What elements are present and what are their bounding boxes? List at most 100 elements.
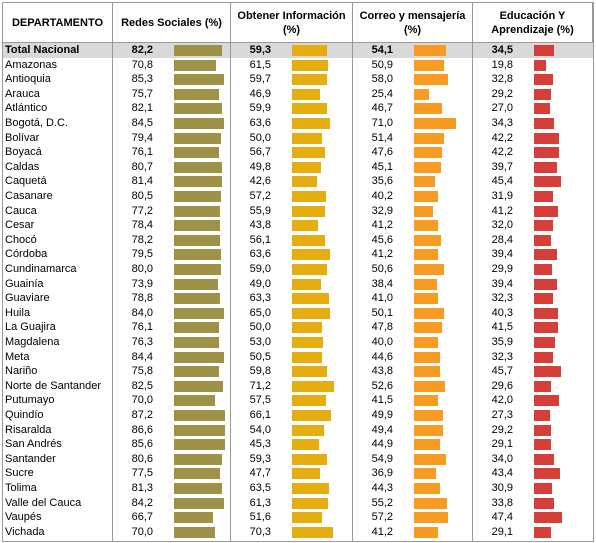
data-bar (174, 278, 218, 290)
data-bar (534, 118, 555, 129)
data-bar (292, 410, 331, 421)
column-divider (472, 3, 473, 541)
department-name: Chocó (5, 233, 37, 246)
cell-value: 76,3 (131, 336, 153, 348)
cell-value: 27,3 (491, 409, 513, 421)
department-name: Amazonas (5, 58, 57, 71)
cell-value: 84,4 (131, 350, 153, 363)
table-row: Putumayo 70,0 57,5 41,5 42,0 (3, 393, 593, 408)
data-bar (174, 161, 222, 173)
department-name: Arauca (5, 87, 40, 100)
cell-value: 63,6 (249, 248, 271, 261)
cell-value: 77,5 (131, 467, 153, 480)
data-bar (292, 468, 321, 480)
data-bar (534, 220, 553, 232)
department-name: Boyacá (5, 146, 42, 159)
table-row: Cesar 78,4 43,8 41,2 32,0 (3, 218, 593, 233)
data-bar (414, 132, 445, 144)
data-bar (534, 74, 554, 86)
cell-value: 54,1 (371, 44, 393, 56)
cell-value: 47,8 (371, 321, 393, 334)
cell-value: 85,3 (131, 73, 153, 86)
department-name: Meta (5, 350, 30, 363)
data-bar (534, 337, 556, 348)
data-bar (414, 337, 438, 348)
data-bar (174, 439, 225, 451)
data-bar (414, 249, 439, 261)
data-bar (292, 88, 320, 100)
table-row: Meta 84,4 50,5 44,6 32,3 (3, 350, 593, 365)
data-bar (174, 59, 216, 71)
table-row: Vichada 70,0 70,3 41,2 29,1 (3, 525, 593, 540)
department-name: Risaralda (5, 423, 52, 436)
cell-value: 42,2 (491, 146, 513, 159)
table-row: Guainía 73,9 49,0 38,4 39,4 (3, 277, 593, 292)
cell-value: 50,0 (249, 321, 271, 334)
department-name: Quindío (5, 409, 44, 421)
data-bar (414, 59, 445, 71)
department-name: Guaviare (5, 292, 50, 305)
cell-value: 82,5 (131, 379, 153, 392)
cell-value: 29,1 (491, 438, 513, 451)
cell-value: 87,2 (131, 409, 153, 421)
department-name: La Guajira (5, 321, 56, 334)
cell-value: 85,6 (131, 438, 153, 451)
data-bar (292, 366, 328, 378)
cell-value: 54,9 (371, 452, 393, 465)
data-bar (174, 234, 221, 246)
cell-value: 84,5 (131, 117, 153, 129)
data-bar (534, 88, 552, 100)
data-bar (534, 483, 553, 494)
cell-value: 40,3 (491, 306, 513, 319)
department-name: Caquetá (5, 175, 47, 188)
department-name: Bogotá, D.C. (5, 117, 68, 129)
cell-value: 59,7 (249, 73, 271, 86)
department-name: Putumayo (5, 394, 55, 407)
data-bar (174, 322, 219, 334)
data-bar (292, 380, 334, 392)
data-bar (534, 176, 561, 188)
data-bar (174, 147, 219, 159)
cell-value: 46,7 (371, 102, 393, 115)
cell-value: 29,9 (491, 263, 513, 275)
department-name: Córdoba (5, 248, 48, 261)
cell-value: 78,4 (131, 219, 153, 232)
cell-value: 59,3 (249, 452, 271, 465)
cell-value: 29,1 (491, 525, 513, 538)
data-bar (414, 512, 448, 524)
data-bar (292, 103, 328, 115)
cell-value: 79,4 (131, 131, 153, 144)
cell-value: 75,8 (131, 365, 153, 378)
department-name: Huila (5, 306, 31, 319)
cell-value: 63,5 (249, 482, 271, 494)
cell-value: 35,9 (491, 336, 513, 348)
cell-value: 52,6 (371, 379, 393, 392)
cell-value: 41,0 (371, 292, 393, 305)
cell-value: 32,0 (491, 219, 513, 232)
cell-value: 80,6 (131, 452, 153, 465)
cell-value: 34,3 (491, 117, 513, 129)
data-bar (174, 410, 226, 421)
cell-value: 65,0 (249, 306, 271, 319)
table-row: Quindío 87,2 66,1 49,9 27,3 (3, 408, 593, 423)
cell-value: 49,0 (249, 277, 271, 290)
data-bar (534, 410, 551, 421)
table-row: Cundinamarca 80,0 59,0 50,6 29,9 (3, 262, 593, 277)
data-bar (174, 512, 214, 524)
data-bar (292, 191, 326, 202)
data-bar (414, 220, 439, 232)
cell-value: 41,2 (371, 525, 393, 538)
data-bar (534, 293, 554, 305)
data-bar (534, 351, 554, 363)
department-name: Tolima (5, 482, 37, 494)
cell-value: 86,6 (131, 423, 153, 436)
cell-value: 61,3 (249, 496, 271, 509)
data-bar (292, 147, 326, 159)
data-bar (534, 161, 558, 173)
department-name: Vichada (5, 525, 45, 538)
cell-value: 38,4 (371, 277, 393, 290)
data-bar (534, 395, 559, 407)
table-row: Córdoba 79,5 63,6 41,2 39,4 (3, 247, 593, 262)
cell-value: 32,3 (491, 350, 513, 363)
data-bar (534, 147, 559, 159)
